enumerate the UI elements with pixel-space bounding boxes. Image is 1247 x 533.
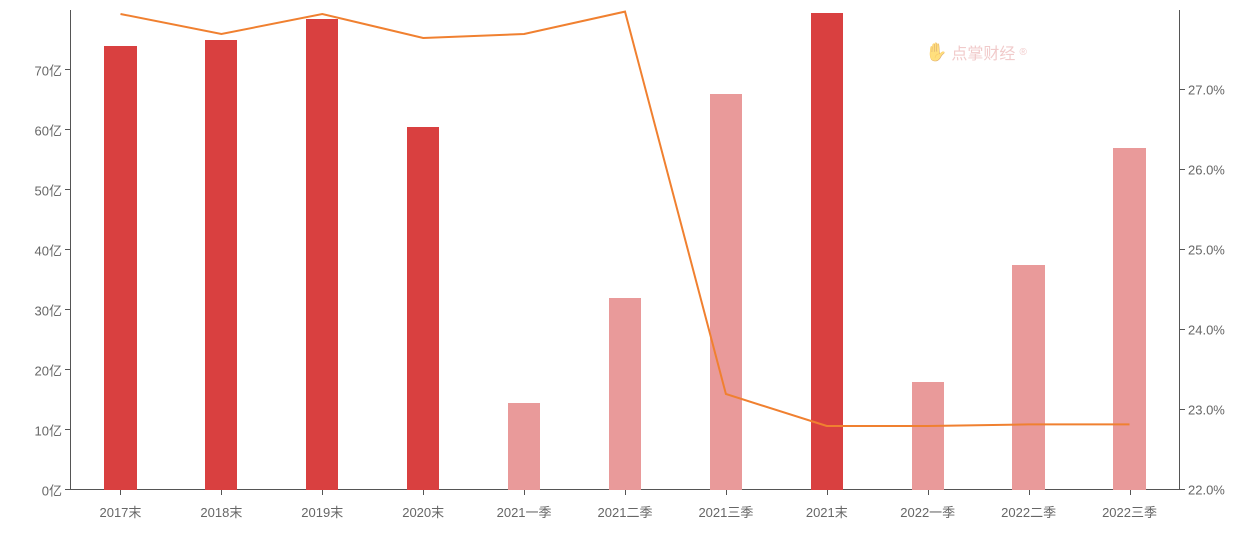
line-path xyxy=(121,12,1130,426)
line-series xyxy=(70,10,1180,490)
x-tick-mark xyxy=(625,490,626,495)
y-right-tick-label: 25.0% xyxy=(1180,243,1225,258)
y-right-tick-mark xyxy=(1180,489,1185,490)
y-left-tick-label: 70亿 xyxy=(35,61,70,80)
y-right-tick-label: 27.0% xyxy=(1180,83,1225,98)
watermark-text: 点掌财经 xyxy=(951,40,1015,64)
y-right-tick-label: 26.0% xyxy=(1180,163,1225,178)
y-left-tick-label: 10亿 xyxy=(35,421,70,440)
x-tick-mark xyxy=(120,490,121,495)
watermark: ✋ 点掌财经 ® xyxy=(925,40,1027,64)
y-right-tick-mark xyxy=(1180,89,1185,90)
x-tick-mark xyxy=(221,490,222,495)
y-right-tick-label: 24.0% xyxy=(1180,323,1225,338)
x-tick-mark xyxy=(423,490,424,495)
x-tick-mark xyxy=(1130,490,1131,495)
y-right-tick-mark xyxy=(1180,169,1185,170)
y-left-tick-label: 0亿 xyxy=(42,481,70,500)
x-tick-mark xyxy=(827,490,828,495)
y-right-tick-mark xyxy=(1180,249,1185,250)
y-left-tick-label: 30亿 xyxy=(35,301,70,320)
y-right-tick-mark xyxy=(1180,409,1185,410)
x-tick-mark xyxy=(322,490,323,495)
x-tick-mark xyxy=(726,490,727,495)
x-tick-mark xyxy=(524,490,525,495)
y-right-tick-label: 23.0% xyxy=(1180,403,1225,418)
x-tick-mark xyxy=(928,490,929,495)
y-left-tick-label: 40亿 xyxy=(35,241,70,260)
y-left-tick-label: 20亿 xyxy=(35,361,70,380)
y-right-tick-mark xyxy=(1180,329,1185,330)
combo-chart: 0亿 10亿 20亿 30亿 40亿 50亿 60亿 70亿 22.0% 23.0% 24.0% 2… xyxy=(0,0,1247,533)
plot-area: 0亿10亿20亿30亿40亿50亿60亿70亿 22.0%23.0%24.0%2… xyxy=(70,10,1180,490)
y-left-tick-label: 50亿 xyxy=(35,181,70,200)
watermark-logo-icon: ✋ xyxy=(925,43,947,61)
watermark-reg-mark: ® xyxy=(1019,47,1026,58)
y-right-tick-label: 22.0% xyxy=(1180,483,1225,498)
x-tick-mark xyxy=(1029,490,1030,495)
y-left-tick-label: 60亿 xyxy=(35,121,70,140)
